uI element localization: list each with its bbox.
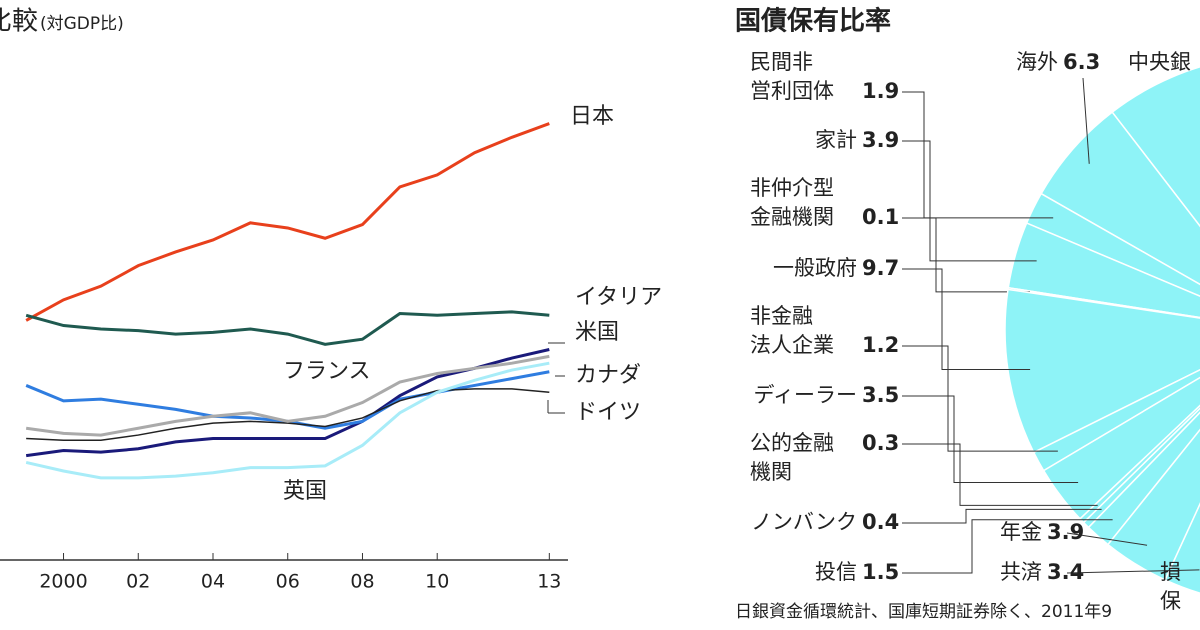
slice-value: 3.9 — [862, 128, 900, 152]
leader — [902, 395, 1079, 483]
leader — [902, 519, 1113, 574]
pie-slice — [1111, 66, 1200, 228]
chart-title: 比較 — [0, 7, 38, 37]
series-label: 日本 — [570, 104, 614, 129]
slice-label: ディーラー — [753, 383, 857, 407]
slice-label: 年金 — [1000, 520, 1042, 544]
x-tick-label: 13 — [537, 571, 561, 593]
series-label: 米国 — [575, 320, 619, 345]
slice-label: 家計 — [815, 128, 857, 152]
leader — [902, 443, 1098, 506]
line — [25, 361, 550, 480]
slice-value: 6.3 — [1063, 50, 1101, 74]
x-tick-label: 06 — [276, 571, 300, 593]
leader — [1066, 569, 1200, 574]
x-tick-label: 2000 — [39, 571, 87, 593]
series-label: 英国 — [283, 479, 327, 504]
slice-value: 3.4 — [1047, 560, 1085, 584]
slice-label: 一般政府 — [773, 256, 857, 280]
slice-value: 3.9 — [1047, 520, 1085, 544]
slice-label: 民間非 営利団体 — [750, 50, 834, 103]
leader — [902, 91, 1054, 219]
slice-label: 損保 — [1160, 560, 1181, 613]
chart-subtitle: (対GDP比) — [40, 14, 124, 34]
slice-label: 非金融 法人企業 — [750, 304, 834, 357]
series-label: フランス — [283, 359, 371, 384]
slice-value: 0.3 — [862, 431, 900, 455]
leader — [1066, 532, 1148, 546]
slice-value: 1.5 — [862, 560, 900, 584]
series-label: イタリア — [575, 285, 662, 310]
leader — [902, 140, 1037, 262]
leader — [902, 268, 1031, 370]
series-label: ドイツ — [575, 400, 641, 425]
line — [26, 388, 550, 441]
line — [25, 310, 550, 346]
line — [25, 122, 550, 322]
leader — [1082, 77, 1090, 164]
slice-label: 非仲介型 金融機関 — [750, 176, 834, 229]
leader — [902, 217, 1030, 293]
slice-label: 公的金融 機関 — [750, 431, 834, 484]
slice-label: 共済 — [1000, 560, 1042, 584]
slice-value: 0.1 — [862, 205, 900, 229]
slice-label: 海外 — [1016, 50, 1058, 74]
slice-value: 0.4 — [862, 510, 900, 534]
slice-label: 投信 — [815, 560, 857, 584]
source: 日銀資金循環統計、国庫短期証券除く、2011年9 — [735, 602, 1112, 622]
slice-value: 1.9 — [862, 79, 900, 103]
series-label: カナダ — [575, 363, 641, 388]
x-tick-label: 04 — [201, 571, 225, 593]
leader — [902, 345, 1058, 452]
slice-value: 3.5 — [862, 383, 900, 407]
pie-title: 国債保有比率 — [735, 6, 891, 37]
x-tick-label: 08 — [350, 571, 374, 593]
slice-label: 中央銀 — [1128, 50, 1191, 74]
slice-value: 1.2 — [862, 333, 900, 357]
x-tick-label: 10 — [425, 571, 449, 593]
pie-slice — [1004, 288, 1200, 454]
line — [25, 354, 550, 437]
leader — [902, 508, 1102, 524]
slice-label: ノンバンク — [750, 510, 857, 534]
x-tick-label: 02 — [126, 571, 150, 593]
slice-value: 9.7 — [862, 256, 900, 280]
